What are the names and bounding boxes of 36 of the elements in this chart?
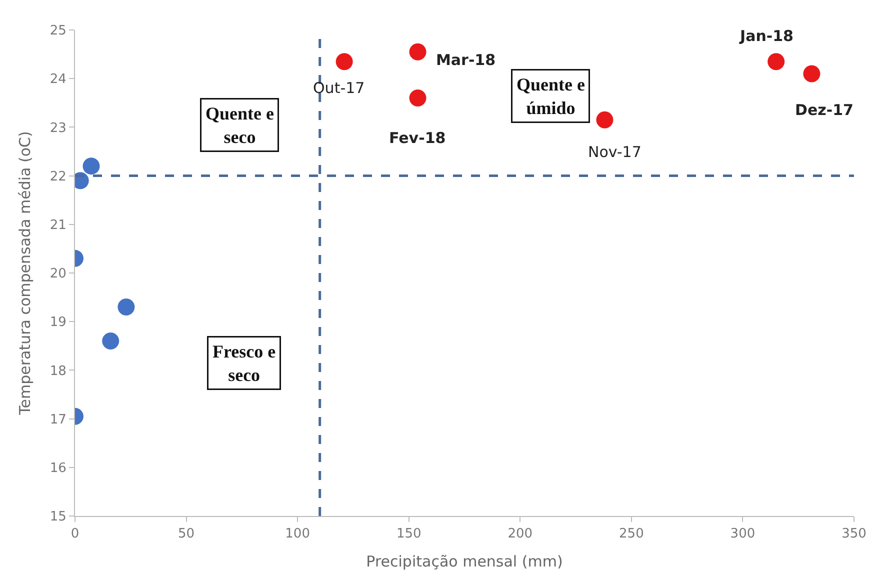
annotation: Quente e úmido: [516, 74, 585, 118]
annotation: Fev-18: [389, 129, 446, 147]
x-tick-label: 250: [619, 526, 644, 542]
x-tick-label: 100: [285, 526, 310, 542]
annotation: Nov-17: [588, 143, 642, 161]
point: [409, 43, 426, 60]
y-tick-label: 20: [50, 266, 66, 282]
annotation: Jan-18: [739, 27, 794, 45]
point: [409, 90, 426, 107]
y-tick-label: 24: [50, 72, 66, 88]
point: [768, 53, 785, 70]
annotation: Quente e seco: [206, 104, 274, 147]
point: [596, 111, 614, 128]
x-tick-label: 350: [842, 526, 866, 542]
point: [803, 65, 820, 82]
annotation: Fresco e seco: [212, 342, 276, 385]
annotation: Mar-18: [436, 51, 496, 69]
y-tick-label: 18: [50, 364, 66, 379]
x-tick-label: 50: [178, 526, 195, 542]
y-axis-title: Temperatura compensada média (oC): [16, 131, 34, 416]
y-tick-label: 16: [50, 460, 66, 476]
annotation: Dez-17: [795, 101, 854, 119]
y-tick-label: 23: [50, 120, 66, 136]
point: [336, 53, 353, 70]
y-tick-label: 25: [50, 24, 66, 39]
x-axis-title: Precipitação mensal (mm): [366, 552, 563, 571]
x-tick-label: 300: [730, 526, 756, 542]
x-tick-label: 0: [70, 526, 80, 542]
y-tick-label: 22: [50, 169, 66, 184]
y-tick-label: 21: [50, 218, 66, 233]
x-tick-label: 150: [396, 526, 422, 542]
y-tick-label: 17: [50, 412, 66, 428]
y-tick-label: 15: [50, 510, 66, 525]
y-tick-label: 19: [50, 315, 66, 330]
annotation: Out-17: [313, 79, 365, 97]
x-tick-label: 200: [508, 526, 533, 542]
